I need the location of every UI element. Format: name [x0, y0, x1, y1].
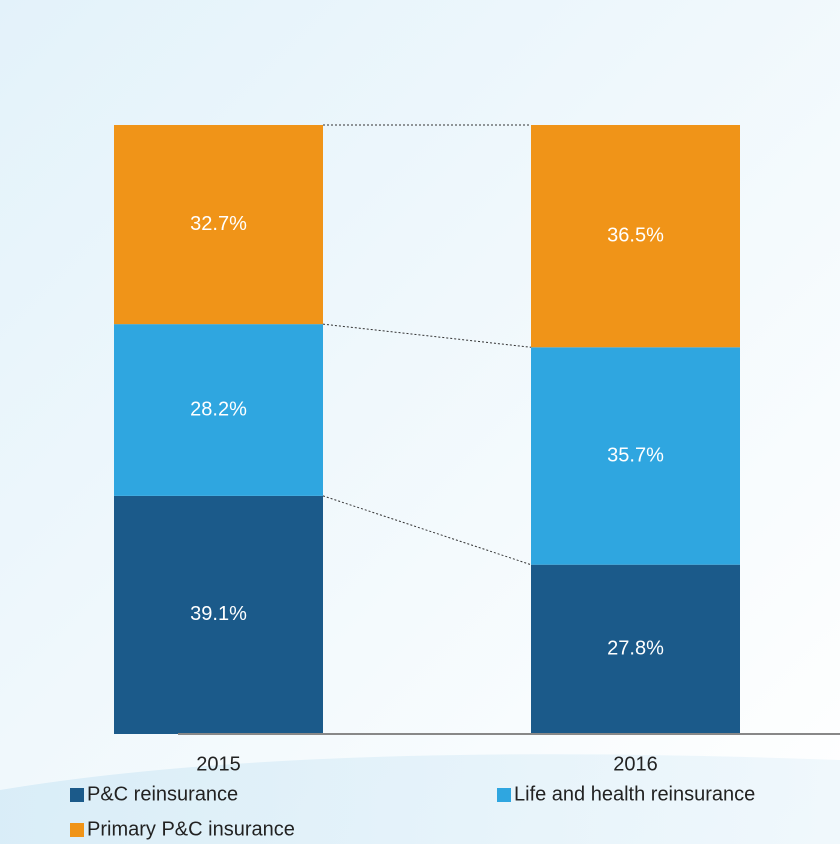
legend-label: P&C reinsurance — [87, 783, 238, 805]
bar-segment — [114, 324, 323, 496]
value-label: 36.5% — [607, 224, 664, 246]
legend-label: Primary P&C insurance — [87, 818, 295, 840]
bar-segment — [114, 125, 323, 325]
value-label: 27.8% — [607, 638, 664, 660]
value-label: 35.7% — [607, 444, 664, 466]
bar-segment — [531, 125, 740, 348]
bar-segment — [531, 564, 740, 734]
background-wave — [0, 754, 840, 844]
legend-swatch — [70, 823, 84, 837]
legend-label: Life and health reinsurance — [514, 783, 755, 805]
connector — [322, 323, 532, 348]
legend-swatch — [70, 788, 84, 802]
bar-segment — [114, 495, 323, 734]
bar-segment — [531, 347, 740, 565]
value-label: 32.7% — [190, 213, 247, 235]
connector — [322, 495, 532, 566]
x-tick-label: 2015 — [196, 753, 241, 775]
x-tick-label: 2016 — [613, 753, 658, 775]
legend-swatch — [497, 788, 511, 802]
value-label: 28.2% — [190, 398, 247, 420]
value-label: 39.1% — [190, 603, 247, 625]
